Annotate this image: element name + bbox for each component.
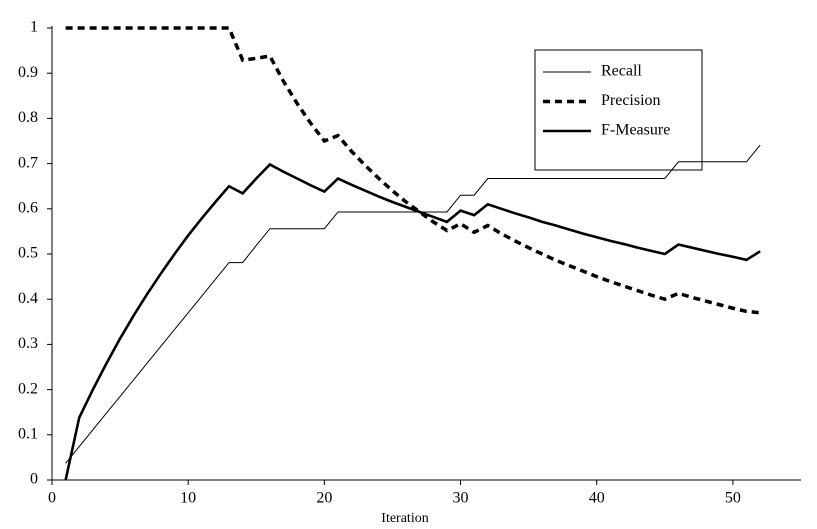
x-tick-label: 30 (453, 490, 469, 507)
legend-label: F-Measure (601, 122, 670, 139)
y-tick-label: 0.9 (18, 64, 38, 81)
series-line (64, 162, 761, 481)
series-line (65, 144, 761, 464)
x-tick-label: 40 (589, 490, 605, 507)
legend-label: Precision (601, 92, 661, 109)
y-tick-label: 0 (30, 471, 38, 488)
x-axis-label: Iteration (381, 511, 428, 526)
y-tick-label: 0.3 (18, 335, 38, 352)
x-tick-label: 10 (180, 490, 196, 507)
y-tick-label: 0.2 (18, 380, 38, 397)
legend-label: Recall (601, 63, 642, 80)
y-tick-label: 0.6 (18, 199, 38, 216)
y-tick-label: 0.4 (18, 290, 38, 307)
y-tick-label: 1 (30, 19, 38, 36)
x-tick-label: 0 (48, 490, 56, 507)
series-line (65, 26, 761, 315)
y-tick-label: 0.5 (18, 245, 38, 262)
legend-box (534, 49, 703, 171)
y-tick-label: 0.7 (18, 154, 38, 171)
y-tick-label: 0.8 (18, 109, 38, 126)
x-tick-label: 20 (316, 490, 332, 507)
x-tick-label: 50 (725, 490, 741, 507)
y-tick-label: 0.1 (18, 425, 38, 442)
